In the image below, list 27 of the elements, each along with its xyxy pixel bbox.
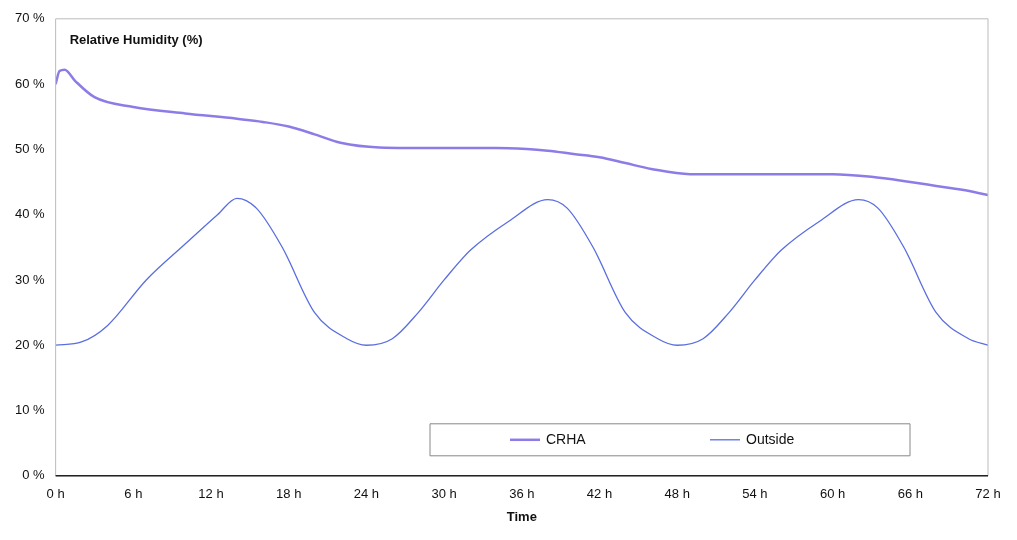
text: Relative Humidity (%)	[69, 32, 203, 48]
x-tick-label: 0 h	[46, 486, 65, 502]
legend-label: Outside	[746, 430, 795, 447]
x-tick-label: 60 h	[819, 486, 846, 502]
x-tick-label: 66 h	[897, 486, 923, 502]
y-tick-label: 50 %	[14, 140, 46, 156]
line-series	[55, 68, 988, 197]
y-tick-label: 60 %	[14, 75, 46, 91]
x-tick-label: 54 h	[742, 486, 768, 502]
y-tick-label: 20 %	[14, 336, 46, 352]
x-tick-label: 30 h	[431, 486, 457, 502]
y-tick-label: 30 %	[14, 271, 46, 287]
y-tick-label: 40 %	[14, 206, 46, 222]
y-tick-label: 10 %	[14, 402, 46, 418]
x-tick-label: 6 h	[124, 486, 143, 502]
x-axis-title: Time	[506, 508, 537, 524]
x-tick-label: 48 h	[664, 486, 690, 502]
x-tick-label: 18 h	[276, 486, 302, 502]
y-tick-label: 70 %	[14, 10, 46, 26]
legend-label: CRHA	[546, 430, 587, 447]
x-tick-label: 72 h	[975, 486, 1001, 502]
y-tick-label: 0 %	[22, 467, 46, 483]
x-tick-label: 24 h	[353, 486, 380, 502]
x-tick-label: 12 h	[198, 486, 224, 502]
line-series	[55, 197, 988, 346]
x-tick-label: 42 h	[586, 486, 613, 502]
x-tick-label: 36 h	[509, 486, 535, 502]
